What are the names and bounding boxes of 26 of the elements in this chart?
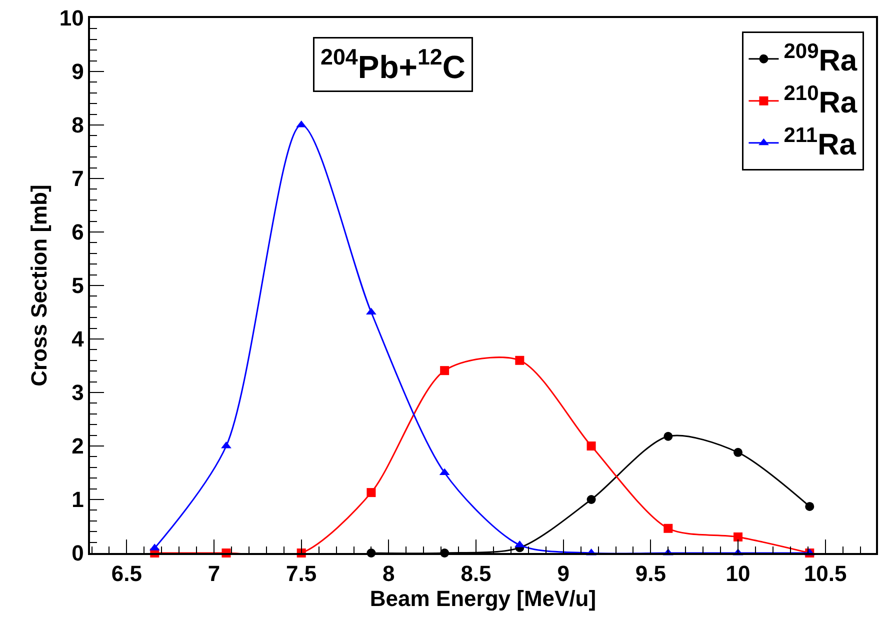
y-axis-title: Cross Section [mb] — [26, 184, 52, 386]
y-tick-label: 10 — [59, 6, 84, 31]
y-tick-label: 5 — [72, 273, 84, 298]
y-tick-label: 6 — [72, 220, 84, 245]
y-tick-label: 3 — [72, 380, 84, 406]
y-tick-label: 9 — [72, 59, 84, 84]
x-tick-label: 10.5 — [804, 561, 847, 586]
legend-label: $^{209}$Ra — [784, 40, 858, 78]
x-tick-label: 9 — [557, 561, 570, 586]
y-tick-label: 7 — [72, 166, 84, 192]
x-tick-label: 7.5 — [286, 561, 317, 586]
x-tick-label: 8.5 — [460, 561, 492, 586]
y-tick-label: 4 — [72, 326, 85, 352]
x-tick-label: 8 — [382, 561, 395, 586]
x-tick-label: 10 — [726, 561, 750, 586]
x-tick-label: 9.5 — [635, 561, 666, 586]
y-tick-label: 2 — [72, 434, 84, 459]
x-tick-label: 7 — [208, 561, 220, 586]
text: $^{204}$Pb+$^{12}$C — [320, 44, 466, 85]
legend-label: $^{211}$Ra — [784, 124, 856, 162]
y-tick-label: 0 — [72, 540, 84, 566]
y-tick-label: 8 — [72, 112, 84, 138]
x-tick-label: 6.5 — [111, 561, 142, 586]
legend-label: $^{210}$Ra — [784, 82, 858, 120]
y-tick-label: 1 — [72, 487, 84, 512]
x-axis-title: Beam Energy [MeV/u] — [370, 586, 596, 612]
